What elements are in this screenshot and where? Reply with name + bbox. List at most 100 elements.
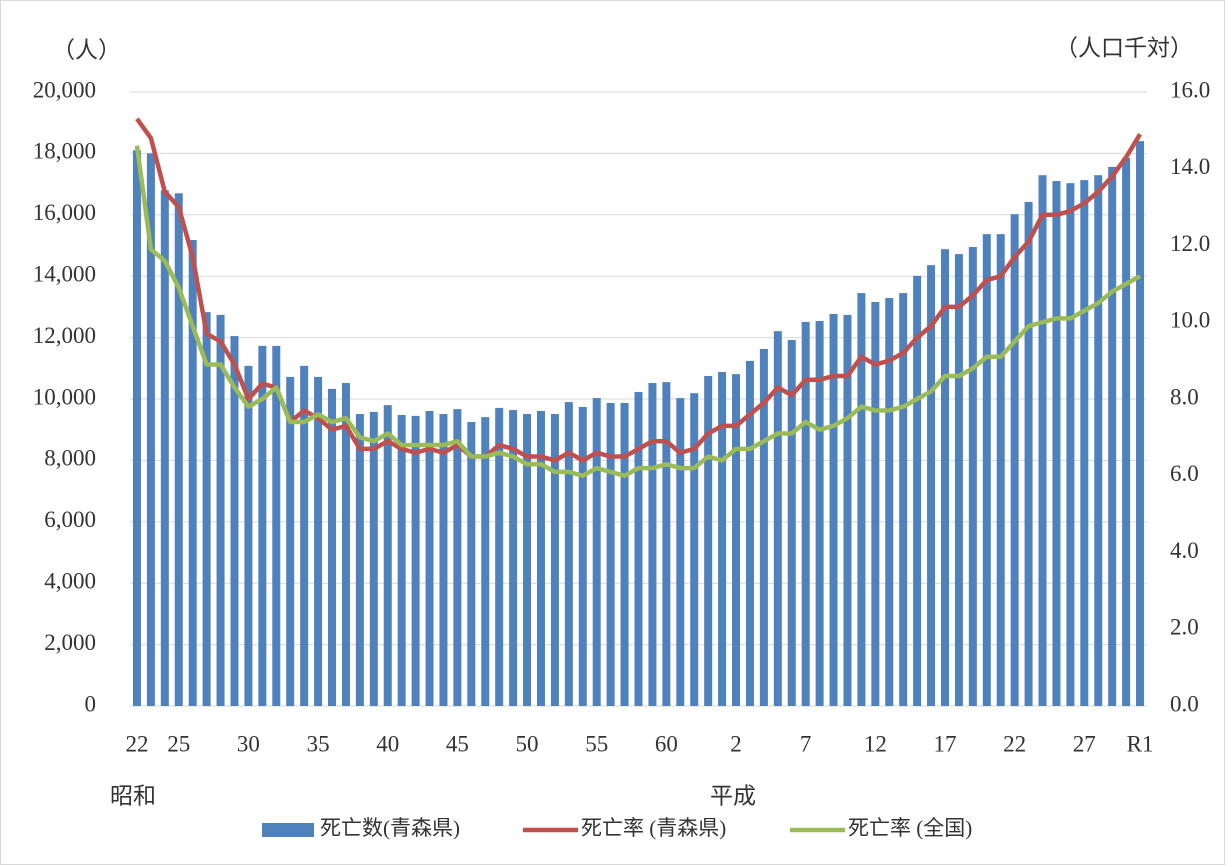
bar (759, 348, 768, 706)
bar (188, 239, 197, 706)
bar (662, 382, 671, 706)
bar (1108, 166, 1117, 706)
y2-tick-label: 0.0 (1170, 691, 1199, 716)
bar (244, 365, 253, 706)
bar (536, 410, 545, 706)
bar (467, 422, 476, 706)
bar (1038, 175, 1047, 706)
bar (885, 297, 894, 706)
bar (1052, 181, 1061, 706)
bar (314, 376, 323, 706)
bar (676, 398, 685, 706)
x-tick-label: 27 (1073, 731, 1096, 756)
bar (550, 414, 559, 706)
y2-tick-label: 14.0 (1170, 154, 1210, 179)
y-tick-label: 8,000 (44, 446, 96, 471)
bar (592, 398, 601, 706)
x-tick-label: 12 (864, 731, 887, 756)
legend-swatch (262, 823, 314, 837)
y-tick-label: 16,000 (33, 200, 96, 225)
legend-label: 死亡率 (青森県) (581, 816, 726, 840)
bar (258, 345, 267, 706)
y-tick-label: 18,000 (33, 139, 96, 164)
bar (425, 410, 434, 706)
y2-tick-label: 10.0 (1170, 308, 1210, 333)
bar (300, 365, 309, 706)
bar (1080, 180, 1089, 706)
y-tick-label: 14,000 (33, 261, 96, 286)
bar (745, 360, 754, 706)
bar (495, 407, 504, 706)
bar (439, 414, 448, 706)
y-tick-label: 20,000 (33, 77, 96, 102)
era-label: 昭和 (110, 783, 156, 808)
bar (732, 374, 741, 706)
bar (341, 383, 350, 706)
bar (815, 321, 824, 706)
bar (369, 411, 378, 706)
bar (940, 249, 949, 706)
x-tick-label: 35 (307, 731, 330, 756)
x-tick-label: 2 (730, 731, 742, 756)
bar (829, 313, 838, 706)
bar (718, 371, 727, 706)
bar (620, 402, 629, 706)
legend-label: 死亡数(青森県) (320, 816, 460, 840)
legend-label: 死亡率 (全国) (848, 816, 972, 840)
bar (982, 234, 991, 707)
x-tick-label: 22 (1003, 731, 1026, 756)
bar (160, 190, 169, 707)
bar (1094, 175, 1103, 706)
bar (1010, 214, 1019, 706)
bar (871, 301, 880, 706)
y-tick-label: 12,000 (33, 323, 96, 348)
bar (355, 414, 364, 706)
bar (132, 150, 141, 706)
bar (843, 314, 852, 706)
bar (174, 193, 183, 706)
bar (968, 247, 977, 706)
bar (397, 414, 406, 706)
y-tick-label: 10,000 (33, 384, 96, 409)
bar (272, 345, 281, 706)
x-tick-label: 30 (237, 731, 260, 756)
bar (230, 336, 239, 706)
y2-tick-label: 8.0 (1170, 384, 1199, 409)
x-tick-label: 25 (167, 731, 190, 756)
bar (481, 417, 490, 706)
line (135, 117, 1142, 463)
y2-tick-label: 6.0 (1170, 461, 1199, 486)
y2-tick-label: 2.0 (1170, 615, 1199, 640)
bar (328, 388, 337, 706)
line (134, 145, 1142, 478)
bar (954, 254, 963, 706)
x-tick-label: R1 (1127, 731, 1154, 756)
bar (523, 414, 532, 706)
y2-tick-label: 16.0 (1170, 77, 1210, 102)
bar (578, 406, 587, 706)
y-axis-label: （人） (52, 37, 121, 62)
bar (383, 405, 392, 706)
bar (801, 321, 810, 706)
bar (1066, 183, 1075, 706)
bar (509, 410, 518, 706)
y-tick-label: 4,000 (44, 568, 96, 593)
y-tick-label: 0 (85, 691, 97, 716)
bar (648, 383, 657, 706)
bar (787, 340, 796, 706)
bar (857, 293, 866, 706)
bar (899, 293, 908, 706)
x-tick-label: 22 (125, 731, 148, 756)
bar (606, 402, 615, 706)
bar (453, 409, 462, 706)
x-tick-label: 60 (655, 731, 678, 756)
bar (1136, 141, 1145, 706)
x-tick-label: 7 (800, 731, 812, 756)
bar (1122, 158, 1131, 706)
bar (913, 275, 922, 706)
bar (411, 415, 420, 706)
bar (634, 391, 643, 706)
x-tick-label: 17 (933, 731, 956, 756)
bar (216, 314, 225, 706)
